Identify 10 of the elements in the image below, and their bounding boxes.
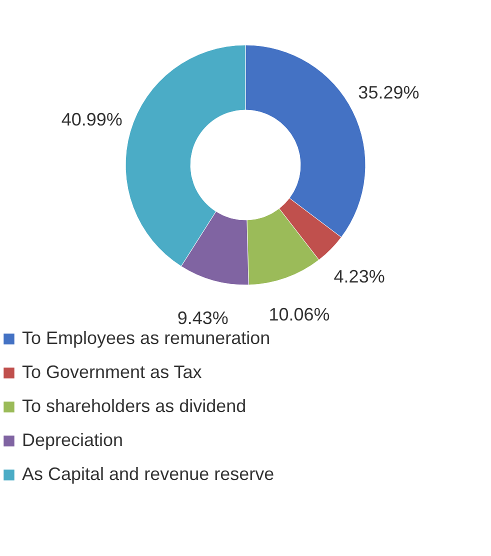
legend-label: To Employees as remuneration xyxy=(22,328,270,348)
data-label: 10.06% xyxy=(268,304,330,325)
data-label: 9.43% xyxy=(177,308,228,328)
legend-label: As Capital and revenue reserve xyxy=(22,464,274,484)
data-label: 35.29% xyxy=(358,82,420,103)
legend-label: To shareholders as dividend xyxy=(22,396,246,416)
data-label: 4.23% xyxy=(334,266,385,286)
legend-label: Depreciation xyxy=(22,430,124,450)
data-label: 40.99% xyxy=(61,109,122,130)
legend-label: To Government as Tax xyxy=(22,362,202,382)
